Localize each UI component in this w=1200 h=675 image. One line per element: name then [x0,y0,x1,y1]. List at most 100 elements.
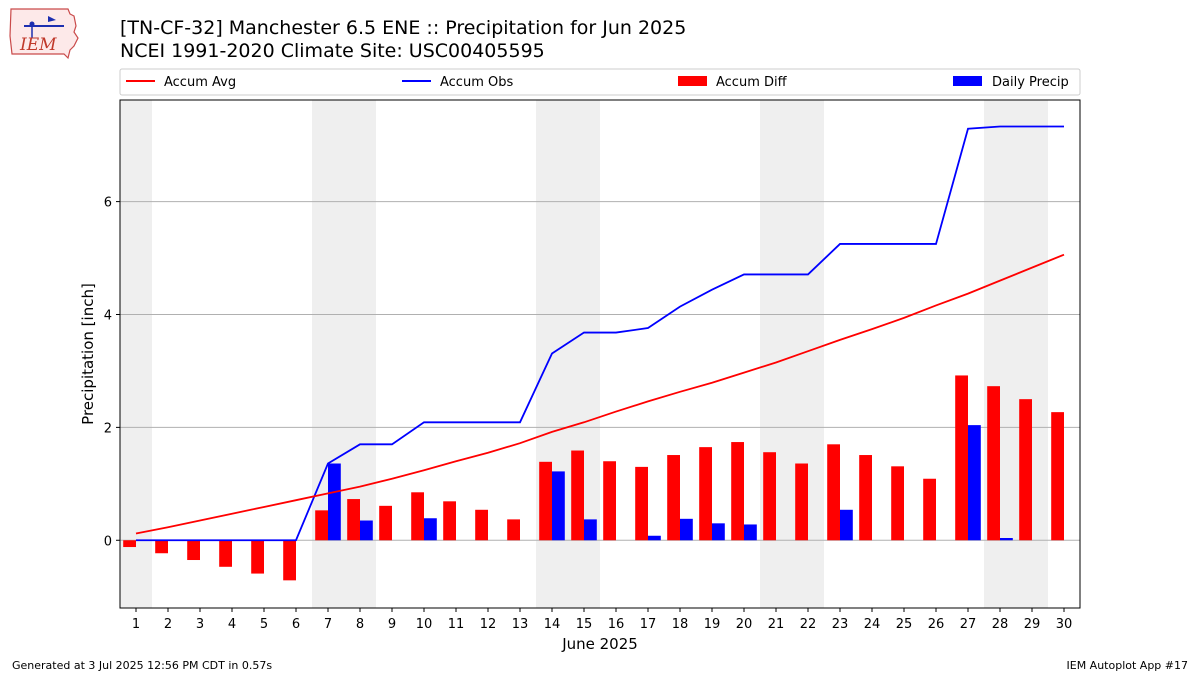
bar-accum-diff-day-3 [187,540,200,561]
legend-swatch-daily-precip [953,76,982,86]
x-tick-label-25: 25 [896,617,913,632]
y-tick-label-4: 4 [104,308,112,323]
weekend-shade-day-1 [120,100,152,608]
bars [123,375,1064,581]
x-tick-label-10: 10 [416,617,433,632]
bar-accum-diff-day-8 [347,499,360,541]
x-tick-label-19: 19 [704,617,721,632]
bar-accum-diff-day-18 [667,455,680,541]
bar-accum-diff-day-9 [379,505,392,541]
bar-accum-diff-day-11 [443,501,456,541]
x-tick-label-28: 28 [992,617,1009,632]
x-tick-label-1: 1 [132,617,140,632]
x-tick-label-9: 9 [388,617,396,632]
app-id: IEM Autoplot App #17 [1066,659,1189,672]
x-tick-label-23: 23 [832,617,849,632]
x-tick-label-27: 27 [960,617,977,632]
y-axis-label: Precipitation [inch] [79,283,97,425]
bar-daily-precip-day-19 [712,523,725,541]
lines [135,125,1065,542]
x-axis-ticks: 1 2 3 4 5 6 7 8 9 10 11 12 13 14 15 16 17 18 19 20 21 22 23 24 2… [132,608,1072,632]
bar-daily-precip-day-15 [584,519,597,541]
bar-accum-diff-day-5 [251,540,264,574]
y-tick-label-0: 0 [104,534,112,549]
x-tick-label-24: 24 [864,617,881,632]
bar-daily-precip-day-10 [424,518,437,541]
legend: Accum Avg Accum Obs Accum Diff Daily Pre… [119,68,1081,96]
bar-daily-precip-day-7 [328,463,341,541]
x-tick-label-16: 16 [608,617,625,632]
bar-accum-diff-day-4 [219,540,232,567]
bar-accum-diff-day-19 [699,447,712,541]
x-tick-label-17: 17 [640,617,657,632]
bar-accum-diff-day-30 [1051,412,1064,541]
y-tick-label-2: 2 [104,421,112,436]
bar-daily-precip-day-23 [840,509,853,541]
bar-accum-diff-day-28 [987,386,1000,541]
bar-accum-diff-day-27 [955,375,968,541]
bar-accum-diff-day-6 [283,540,296,581]
y-axis-ticks: 0 2 4 6 [104,196,120,549]
bar-daily-precip-day-8 [360,520,373,541]
bar-accum-diff-day-21 [763,452,776,541]
x-tick-label-14: 14 [544,617,561,632]
bar-accum-diff-day-24 [859,455,872,541]
bar-daily-precip-day-20 [744,524,757,541]
x-tick-label-7: 7 [324,617,332,632]
bar-accum-diff-day-15 [571,450,584,541]
bar-daily-precip-day-28 [1000,538,1013,541]
chart-title: [TN-CF-32] Manchester 6.5 ENE :: Precipi… [120,17,687,39]
bar-accum-diff-day-26 [923,478,936,541]
x-tick-label-18: 18 [672,617,689,632]
bar-daily-precip-day-17 [648,535,661,541]
x-tick-label-5: 5 [260,617,268,632]
x-tick-label-4: 4 [228,617,236,632]
state-outline-icon [9,8,79,60]
bar-accum-diff-day-22 [795,463,808,541]
bar-accum-diff-day-12 [475,509,488,541]
legend-swatch-accum-diff [678,76,707,86]
bar-accum-diff-day-10 [411,492,424,541]
legend-label-accum-diff: Accum Diff [716,75,788,90]
x-tick-label-8: 8 [356,617,364,632]
x-tick-label-26: 26 [928,617,945,632]
x-tick-label-6: 6 [292,617,300,632]
bar-accum-diff-day-16 [603,461,616,541]
x-tick-label-30: 30 [1056,617,1073,632]
bar-accum-diff-day-13 [507,519,520,541]
bar-accum-diff-day-2 [155,540,168,554]
bar-accum-diff-day-17 [635,466,648,541]
bar-accum-diff-day-25 [891,466,904,541]
bar-daily-precip-day-14 [552,471,565,541]
bar-accum-diff-day-1 [123,540,136,548]
x-tick-label-2: 2 [164,617,172,632]
bar-accum-diff-day-20 [731,442,744,541]
y-tick-label-6: 6 [104,196,112,211]
bar-accum-diff-day-7 [315,510,328,541]
iem-logo: IEM [9,8,79,60]
bar-daily-precip-day-18 [680,518,693,541]
legend-label-accum-avg: Accum Avg [164,75,236,90]
legend-label-daily-precip: Daily Precip [992,75,1069,90]
plot-frame [119,99,1081,609]
legend-label-accum-obs: Accum Obs [440,75,513,90]
x-tick-label-29: 29 [1024,617,1041,632]
x-tick-label-3: 3 [196,617,204,632]
x-tick-label-20: 20 [736,617,753,632]
logo-text: IEM [19,35,57,55]
line-accum-obs [136,125,1064,542]
line-accum-avg [135,253,1065,535]
x-tick-label-13: 13 [512,617,529,632]
x-tick-label-11: 11 [448,617,465,632]
x-tick-label-12: 12 [480,617,497,632]
bar-accum-diff-day-29 [1019,399,1032,541]
bar-daily-precip-day-27 [968,425,981,541]
x-axis-label: June 2025 [561,635,638,653]
chart-subtitle: NCEI 1991-2020 Climate Site: USC00405595 [120,40,545,62]
x-tick-label-22: 22 [800,617,817,632]
x-tick-label-15: 15 [576,617,593,632]
legend-frame [119,68,1081,96]
bar-accum-diff-day-14 [539,461,552,541]
generated-timestamp: Generated at 3 Jul 2025 12:56 PM CDT in … [12,659,273,672]
x-tick-label-21: 21 [768,617,785,632]
